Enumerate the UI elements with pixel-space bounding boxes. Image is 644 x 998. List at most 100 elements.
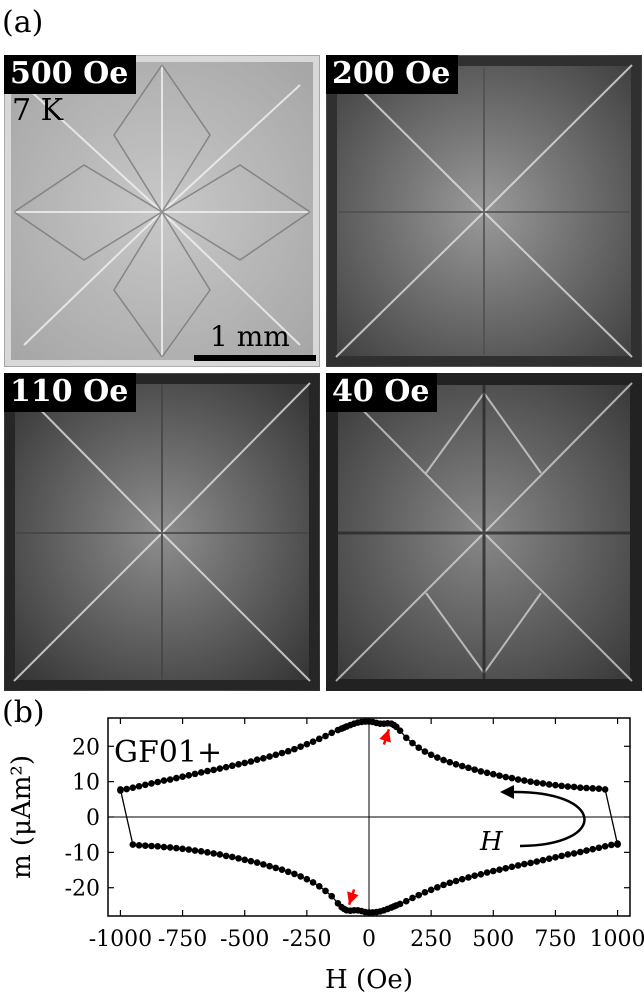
mo-image-110oe: 110 Oe: [4, 373, 320, 691]
data-point: [502, 773, 510, 781]
data-point: [527, 859, 534, 867]
temperature-label: 7 K: [12, 93, 64, 128]
data-point: [589, 785, 597, 792]
data-point: [434, 754, 441, 761]
x-tick-label: 1000: [590, 927, 644, 952]
data-point: [483, 769, 491, 777]
data-point: [601, 843, 609, 850]
sample-label: GF01+: [114, 735, 222, 770]
data-point: [141, 781, 149, 789]
data-point: [117, 787, 124, 794]
scale-bar: [194, 355, 316, 361]
data-point: [166, 844, 174, 851]
data-point: [601, 786, 609, 793]
data-point: [191, 847, 199, 854]
mo-image-110oe-art: [4, 373, 320, 691]
data-point: [154, 843, 162, 850]
data-point: [148, 842, 155, 850]
x-tick-label: -750: [158, 927, 207, 952]
data-point: [545, 855, 553, 863]
data-point: [558, 852, 565, 860]
y-axis-label: m (μAm²): [7, 755, 37, 879]
data-point: [191, 770, 199, 778]
data-point: [533, 779, 541, 787]
y-tick-label: -10: [65, 841, 100, 866]
data-point: [465, 764, 472, 772]
x-tick-label: 750: [534, 927, 576, 952]
data-point: [608, 841, 615, 849]
data-point: [595, 785, 603, 793]
y-axis-ticks: -20 -10 0 10 20: [65, 735, 630, 902]
data-point: [564, 783, 572, 790]
data-series: [117, 718, 621, 916]
data-point: [558, 782, 565, 790]
y-tick-label: 20: [72, 735, 100, 760]
data-point: [514, 862, 522, 869]
data-point: [253, 756, 261, 764]
data-point: [222, 852, 230, 860]
data-point: [303, 875, 311, 883]
data-point: [415, 744, 423, 751]
x-tick-label: 250: [410, 927, 452, 952]
x-tick-label: -250: [282, 927, 331, 952]
data-point: [260, 861, 267, 868]
data-point: [260, 755, 267, 762]
data-point: [452, 761, 460, 768]
data-point: [266, 753, 273, 760]
data-point: [508, 863, 516, 871]
data-point: [173, 774, 180, 782]
data-point: [141, 842, 149, 849]
data-point: [502, 864, 510, 872]
data-point: [197, 847, 205, 855]
data-point: [235, 761, 242, 768]
data-point: [173, 844, 180, 852]
panel-b-label: (b): [2, 695, 45, 730]
data-point: [247, 758, 255, 765]
data-point: [527, 778, 534, 785]
data-point: [489, 867, 497, 875]
data-point: [148, 780, 155, 787]
data-point: [154, 778, 162, 786]
data-point: [241, 759, 249, 767]
data-point: [471, 766, 478, 773]
data-point: [440, 756, 447, 764]
data-point: [427, 751, 435, 759]
data-point: [284, 868, 292, 876]
data-point: [297, 873, 304, 880]
data-point: [291, 745, 298, 753]
data-point: [284, 747, 292, 755]
loop-direction-arrow: [509, 790, 586, 848]
data-point: [452, 877, 460, 885]
data-point: [539, 780, 547, 787]
data-point: [179, 773, 186, 780]
x-tick-label: -1000: [89, 927, 152, 952]
data-point: [272, 864, 280, 872]
data-point: [440, 881, 447, 889]
data-point: [477, 870, 485, 878]
data-point: [496, 772, 503, 779]
data-point: [228, 853, 236, 861]
data-point: [129, 841, 137, 848]
x-tick-label: 500: [472, 927, 514, 952]
field-badge: 40 Oe: [326, 373, 438, 412]
data-point: [135, 841, 143, 849]
data-point: [315, 735, 323, 743]
mo-image-40oe-art: [326, 373, 642, 691]
field-badge: 200 Oe: [326, 55, 459, 94]
data-point: [272, 751, 280, 759]
data-point: [179, 845, 186, 853]
data-point: [278, 866, 286, 873]
data-point: [135, 782, 143, 790]
data-point: [309, 879, 317, 886]
data-point: [552, 854, 559, 861]
data-point: [328, 729, 336, 737]
data-point: [552, 781, 559, 789]
data-point: [409, 739, 416, 747]
data-point: [210, 850, 217, 857]
data-point: [160, 843, 168, 851]
loop-arrow-label: H: [479, 827, 504, 857]
data-point: [545, 781, 553, 788]
x-tick-label: 0: [362, 927, 376, 952]
data-point: [514, 776, 522, 783]
